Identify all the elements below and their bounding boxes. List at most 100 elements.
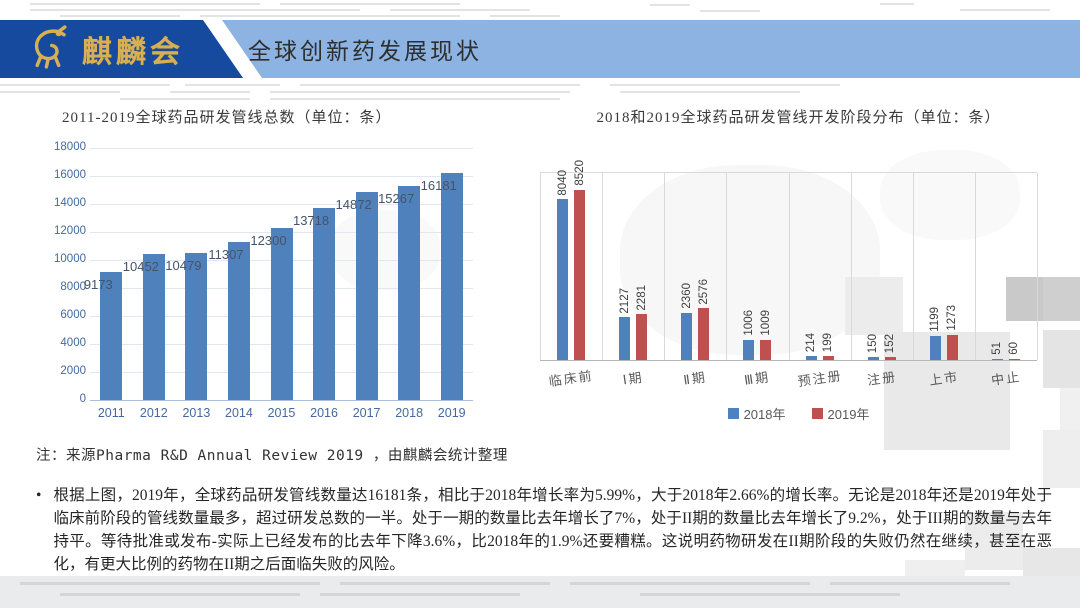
bar-value-label-rotated: 8520 (573, 160, 586, 186)
x-axis-label: 2014 (225, 406, 253, 420)
bar-value-label: 14872 (335, 196, 372, 212)
phase-distribution-chart: 2018和2019全球药品研发管线开发阶段分布（单位：条） 8040 8520 临床… (535, 104, 1062, 439)
category-separator-line (974, 173, 976, 360)
total-pipelines-chart: 2011-2019全球药品研发管线总数（单位：条） 0 2000 4000 6000 8… (54, 104, 488, 439)
category-separator-line (1037, 173, 1038, 360)
bar-value-label-rotated: 1006 (742, 310, 755, 336)
legend-swatch (811, 408, 823, 419)
category-separator-line (788, 173, 790, 360)
phase-chart-plot: 8040 8520 临床前 2127 2281 Ⅰ期 2360 2576 Ⅱ期 1006 1009 Ⅲ… (540, 160, 1038, 389)
bar-value-label-rotated: 51 (991, 341, 1004, 355)
legend-item: 2019年 (811, 404, 870, 423)
bar (574, 189, 586, 360)
bar-value-label-rotated: 2576 (697, 278, 710, 305)
bar (822, 356, 834, 360)
bar (313, 207, 336, 400)
legend-label: 2019年 (827, 407, 870, 422)
x-axis-label: 上市 (928, 368, 960, 389)
y-tick-label: 6000 (60, 309, 86, 321)
bar (557, 199, 569, 360)
bullet-marker: • (36, 487, 42, 504)
y-tick-label: 4000 (60, 337, 86, 349)
y-tick-label: 10000 (54, 253, 86, 265)
source-note: 注：来源Pharma R&D Annual Review 2019 ，由麒麟会统… (36, 448, 508, 464)
bar (355, 191, 378, 400)
x-axis-label: 2017 (352, 406, 381, 420)
bar (698, 308, 710, 360)
y-tick-label: 16000 (54, 169, 86, 181)
bar-value-label-rotated: 8040 (556, 169, 569, 196)
bar (760, 339, 772, 360)
analysis-paragraph: • 根据上图，2019年，全球药品研发管线数量达16181条，相比于2018年增… (36, 484, 1052, 576)
bar (636, 314, 648, 360)
x-axis-label: 临床前 (547, 367, 595, 390)
bar-value-label-rotated: 152 (884, 333, 897, 353)
category-separator-line (726, 173, 728, 360)
legend-item: 2018年 (727, 404, 786, 423)
bar-value-label: 13718 (292, 212, 330, 228)
chart-title-right: 2018和2019全球药品研发管线开发阶段分布（单位：条） (596, 110, 1001, 126)
x-axis-label: 预注册 (796, 367, 844, 390)
category-separator-line (602, 173, 604, 360)
x-axis-label: 注册 (865, 368, 898, 389)
x-axis-label: 2011 (97, 406, 125, 420)
bar-value-label: 9173 (83, 276, 113, 292)
y-tick-label: 0 (79, 393, 86, 405)
bar-value-label-rotated: 1273 (946, 304, 959, 331)
bar (991, 358, 1003, 360)
bar (805, 355, 817, 360)
brand-logo: 麒麟会 (0, 24, 184, 75)
bar (681, 312, 693, 360)
bar (440, 173, 463, 400)
bar-value-label: 10452 (122, 258, 159, 274)
footer-band (0, 576, 1080, 608)
category-separator-line (664, 173, 666, 360)
category-separator-line (540, 173, 541, 360)
bar-value-label: 16181 (420, 178, 457, 194)
bar (185, 253, 208, 400)
gridline (90, 176, 473, 177)
legend-swatch (727, 408, 739, 419)
analysis-text: 根据上图，2019年，全球药品研发管线数量达16181条，相比于2018年增长率… (53, 487, 1052, 573)
x-axis-label: 中止 (990, 368, 1022, 389)
bar-value-label-rotated: 199 (822, 332, 835, 353)
bar (100, 271, 123, 400)
total-chart-plot: 9173 2011 10452 2012 10479 2013 11307 2014 12300… (84, 148, 473, 420)
bar (142, 253, 165, 400)
bar-value-label-rotated: 214 (805, 332, 818, 352)
brand-logo-text: 麒麟会 (82, 36, 184, 69)
bar-value-label-rotated: 1009 (759, 310, 772, 336)
header: 麒麟会 全球创新药发展现状 (0, 20, 1080, 78)
slide-title: 全球创新药发展现状 (248, 39, 482, 64)
header-brand-band: 麒麟会 (0, 20, 243, 78)
bar-value-label-rotated: 150 (867, 333, 880, 353)
bar (398, 186, 421, 400)
y-tick-label: 12000 (54, 225, 86, 237)
category-separator-line (850, 173, 852, 360)
header-light-band (205, 20, 1080, 78)
x-axis-label: 2015 (267, 406, 296, 420)
bar (270, 227, 293, 400)
total-chart-y-axis: 0 2000 4000 6000 8000 10000 12000 14000 16000 180… (54, 141, 86, 405)
x-axis-label: Ⅱ期 (682, 369, 709, 388)
legend-label: 2018年 (743, 407, 786, 422)
bar-value-label-rotated: 2127 (618, 287, 631, 314)
bar (946, 334, 958, 360)
bar (884, 356, 896, 360)
x-axis-label: Ⅰ期 (621, 369, 645, 388)
x-axis-label: Ⅲ期 (743, 369, 772, 388)
bar-value-label-rotated: 1199 (929, 307, 942, 333)
x-axis-label: 2016 (310, 406, 338, 420)
x-axis-label: 2013 (182, 406, 211, 420)
bar (227, 241, 250, 400)
x-axis-label: 2012 (139, 406, 168, 420)
bar-value-label-rotated: 2360 (680, 283, 693, 309)
bar-value-label: 12300 (250, 232, 287, 248)
category-separator-line (912, 173, 914, 360)
y-tick-label: 18000 (54, 141, 86, 153)
bar (619, 317, 631, 360)
bar (743, 339, 755, 360)
x-axis-label: 2018 (395, 406, 424, 420)
bar (929, 336, 941, 360)
bar (867, 357, 879, 360)
